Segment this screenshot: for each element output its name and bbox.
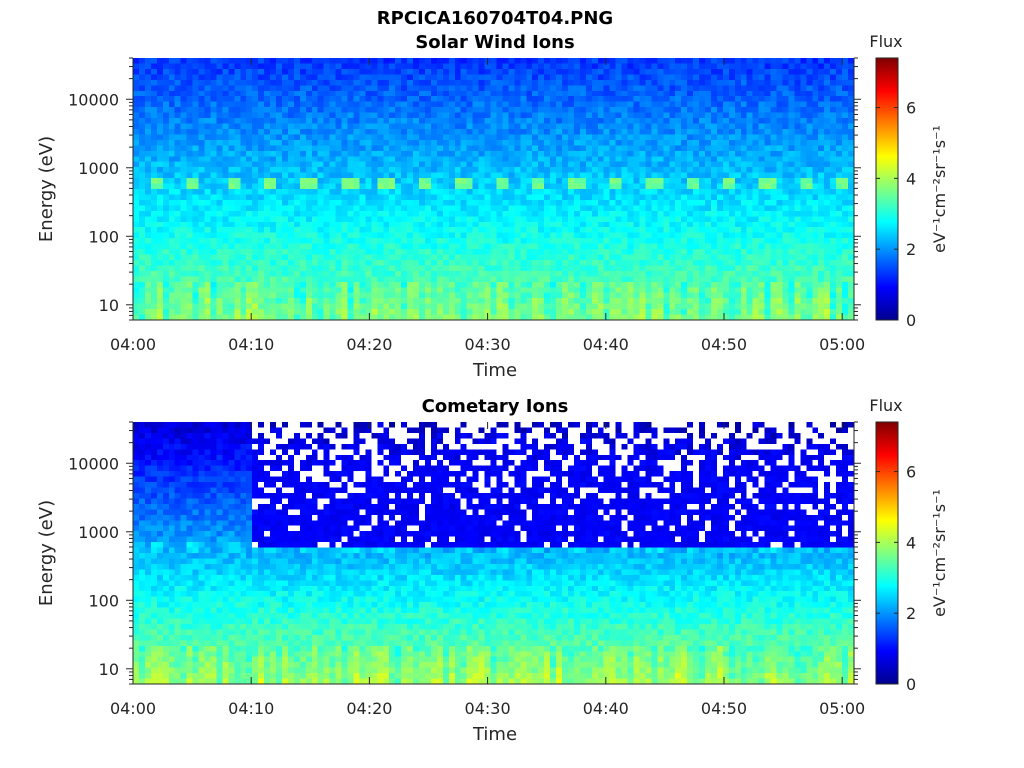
colorbar-title: Flux: [869, 396, 902, 415]
colorbar-tick-label: 2: [906, 604, 916, 623]
x-tick-label: 04:40: [583, 699, 629, 718]
figure-title: RPCICA160704T04.PNG: [377, 8, 613, 29]
x-tick-label: 04:40: [583, 335, 629, 354]
colorbar: Flux 0 2 4 6 eV⁻¹cm⁻²sr⁻¹s⁻¹: [869, 32, 949, 330]
colorbar-gradient: [876, 58, 898, 320]
colorbar-ticks: 0 2 4 6: [875, 57, 916, 330]
x-tick-label: 05:00: [819, 699, 865, 718]
axes: 04:00 04:10 04:20 04:30 04:40 04:50 05:00 10 100…: [68, 57, 865, 354]
y-tick-label: 10: [99, 296, 119, 315]
panel-title: Cometary Ions: [422, 396, 569, 417]
x-tick-label: 04:50: [701, 699, 747, 718]
colorbar-tick-label: 2: [906, 240, 916, 259]
axes: 04:00 04:10 04:20 04:30 04:40 04:50 05:00 10 100…: [68, 421, 865, 718]
panel-title: Solar Wind Ions: [415, 32, 574, 53]
colorbar-unit-label: eV⁻¹cm⁻²sr⁻¹s⁻¹: [930, 125, 949, 253]
y-axis-label: Energy (eV): [36, 136, 57, 242]
colorbar-ticks: 0 2 4 6: [875, 421, 916, 694]
spectrogram-image: [133, 422, 854, 684]
colorbar: Flux 0 2 4 6 eV⁻¹cm⁻²sr⁻¹s⁻¹: [869, 396, 949, 694]
y-axis-label: Energy (eV): [36, 500, 57, 606]
colorbar-tick-label: 0: [906, 675, 916, 694]
y-tick-label: 10000: [68, 90, 119, 109]
colorbar-title: Flux: [869, 32, 902, 51]
x-tick-label: 04:50: [701, 335, 747, 354]
colorbar-tick-label: 4: [906, 533, 916, 552]
y-tick-label: 100: [88, 591, 119, 610]
y-tick-label: 1000: [78, 159, 119, 178]
colorbar-frame: [875, 57, 899, 321]
y-tick-label: 10000: [68, 454, 119, 473]
x-tick-label: 04:10: [228, 335, 274, 354]
x-tick-label: 05:00: [819, 335, 865, 354]
x-tick-label: 04:20: [346, 335, 392, 354]
y-tick-label: 1000: [78, 523, 119, 542]
y-tick-label: 10: [99, 660, 119, 679]
colorbar-unit-label: eV⁻¹cm⁻²sr⁻¹s⁻¹: [930, 489, 949, 617]
x-tick-label: 04:30: [465, 335, 511, 354]
panel-solar-wind: Solar Wind Ions 04:00 04:10 04:20 04:30 04:4…: [36, 32, 949, 381]
colorbar-tick-label: 0: [906, 311, 916, 330]
spectrogram-image: [133, 58, 854, 320]
colorbar-gradient: [876, 422, 898, 684]
colorbar-tick-label: 6: [906, 99, 916, 118]
x-axis-label: Time: [472, 724, 517, 745]
colorbar-tick-label: 4: [906, 169, 916, 188]
x-axis-label: Time: [472, 360, 517, 381]
x-tick-label: 04:00: [110, 335, 156, 354]
x-tick-label: 04:10: [228, 699, 274, 718]
colorbar-tick-label: 6: [906, 463, 916, 482]
panel-cometary: Cometary Ions 04:00 04:10 04:20 04:30 04:40 0…: [36, 396, 949, 745]
x-tick-label: 04:00: [110, 699, 156, 718]
x-tick-label: 04:20: [346, 699, 392, 718]
y-tick-label: 100: [88, 227, 119, 246]
x-tick-label: 04:30: [465, 699, 511, 718]
colorbar-frame: [875, 421, 899, 685]
